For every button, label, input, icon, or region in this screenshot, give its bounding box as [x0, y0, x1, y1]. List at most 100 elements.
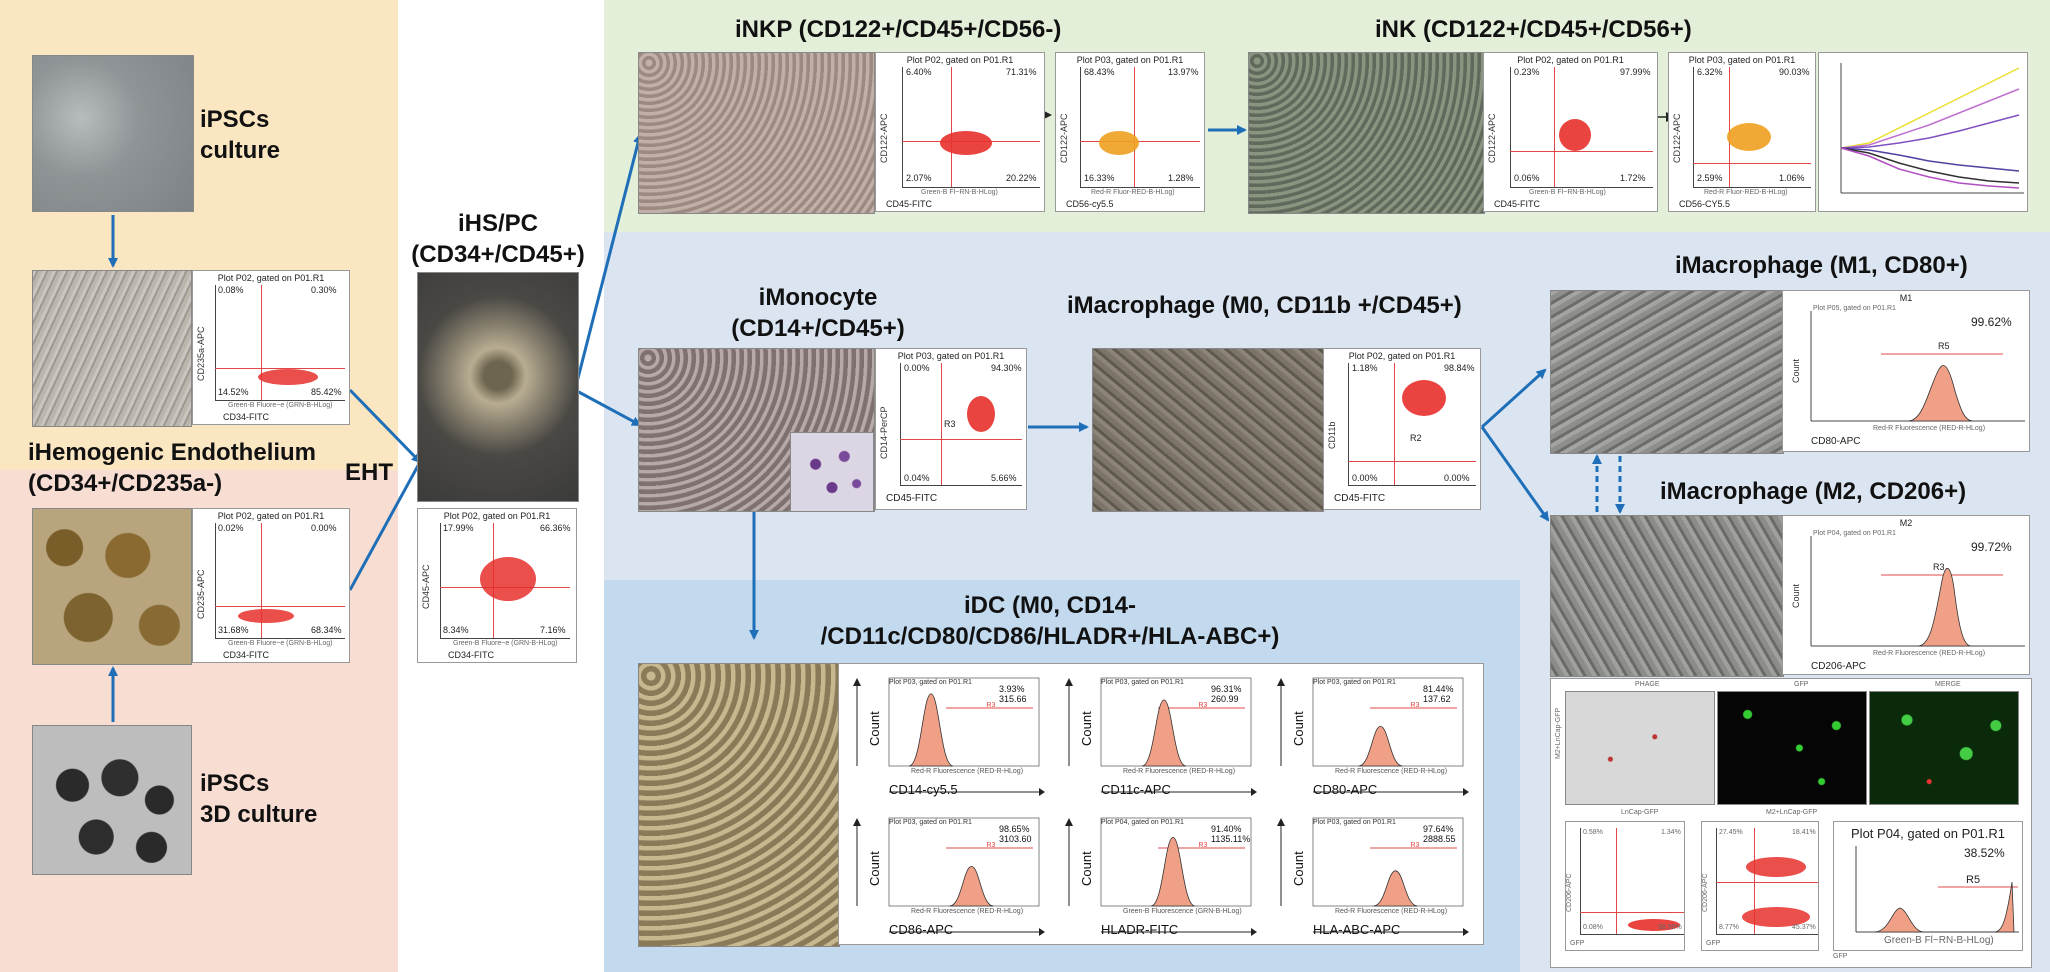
inkp-facs-2: Plot P03, gated on P01.R1 68.43% 13.97% …: [1055, 52, 1205, 212]
quadrant-ur: 94.30%: [991, 363, 1022, 373]
quadrant-ur: 71.31%: [1006, 67, 1037, 77]
quadrant-ul: 6.32%: [1697, 67, 1723, 77]
ipsc-3d-label-line2: 3D culture: [200, 801, 318, 828]
plot-title: Plot P03, gated on P01.R1: [1313, 819, 1396, 826]
gate-label: R2: [1410, 433, 1422, 443]
idc-label: iDC (M0, CD14- /CD11c/CD80/CD86/HLADR+/H…: [790, 590, 1310, 652]
x-axis-label: CD45-FITC: [886, 493, 938, 504]
gfp-facs-3: Plot P04, gated on P01.R1 38.52% R5 Gree…: [1833, 821, 2023, 951]
x-scale-label: Green-B Fl~RN-B-HLog): [1884, 935, 1994, 946]
quadrant-ul: 0.02%: [218, 523, 244, 533]
quadrant-lr: 45.37%: [1792, 924, 1816, 931]
ihspc-facs: Plot P02, gated on P01.R1 17.99% 66.36% …: [417, 508, 577, 663]
histogram-mfi: 1135.11%: [1211, 834, 1251, 844]
he-photo: [32, 270, 192, 427]
he-facs-1: Plot P02, gated on P01.R1 0.08% 0.30% 14…: [192, 270, 350, 425]
plot-title: Plot P03, gated on P01.R1: [889, 819, 972, 826]
ink-cytotoxicity-chart: [1818, 52, 2028, 212]
histogram-percent: 38.52%: [1964, 846, 2005, 860]
idc-label-line1: iDC (M0, CD14-: [963, 592, 1137, 619]
x-axis-label: HLADR-FITC: [1101, 922, 1179, 937]
x-scale-label: Green-B Fl~RN-B-HLog): [921, 189, 998, 196]
histogram-percent: 3.93%: [999, 684, 1025, 694]
quadrant-ur: 66.36%: [540, 523, 571, 533]
quadrant-ul: 0.23%: [1514, 67, 1540, 77]
ipsc-3d-label: iPSCs 3D culture: [200, 768, 317, 830]
y-axis-label: Count: [1791, 358, 1801, 383]
imac-m2-photo: [1550, 515, 1784, 677]
plot-title: Plot P02, gated on P01.R1: [1517, 55, 1624, 65]
gate-label: R3: [1198, 702, 1208, 709]
idc-histogram-3: Plot P03, gated on P01.R1 81.44% 137.62 R3 R…: [1267, 666, 1473, 802]
plot-title: Plot P03, gated on P01.R1: [897, 351, 1005, 361]
quadrant-ll: 16.33%: [1084, 173, 1115, 183]
x-axis-label: CD206-APC: [1811, 661, 1867, 672]
quadrant-lr: 7.16%: [540, 625, 566, 635]
quadrant-ur: 18.41%: [1792, 829, 1816, 836]
plot-title: Plot P02, gated on P01.R1: [1348, 351, 1456, 361]
x-scale-label: Red-R Fluorescence (RED-R-HLog): [911, 768, 1024, 775]
x-axis-label: CD56-cy5.5: [1066, 199, 1114, 209]
gate-label: R3: [944, 419, 956, 429]
quadrant-ll: 31.68%: [218, 625, 249, 635]
x-scale-label: Green-B Fluore~e (GRN-B-HLog): [228, 402, 333, 409]
plot-title: Plot P02, gated on P01.R1: [443, 511, 551, 521]
quadrant-ur: 90.03%: [1779, 67, 1810, 77]
quadrant-ll: 2.59%: [1697, 173, 1723, 183]
x-scale-label: Red-R Fluorescence (RED-R-HLog): [1873, 425, 1986, 432]
x-axis-label: HLA-ABC-APC: [1313, 922, 1401, 937]
x-axis-label: CD80-APC: [1313, 782, 1378, 797]
quadrant-ll: 0.04%: [904, 473, 930, 483]
quadrant-ul: 27.45%: [1719, 829, 1743, 836]
idc-label-line2: /CD11c/CD80/CD86/HLADR+/HLA-ABC+): [820, 623, 1280, 650]
ink-facs-1: Plot P02, gated on P01.R1 0.23% 97.99% 0…: [1483, 52, 1658, 212]
quadrant-ur: 13.97%: [1168, 67, 1199, 77]
plot-title: Plot P02, gated on P01.R1: [906, 55, 1014, 65]
gate-label: R3: [986, 842, 996, 849]
quadrant-ll: 0.06%: [1514, 173, 1540, 183]
imac-m2-label: iMacrophage (M2, CD206+): [1660, 478, 1967, 505]
quadrant-ll: 8.34%: [443, 625, 469, 635]
gfp-row-side-label: M2+LnCap-GFP: [1555, 707, 1562, 759]
y-axis-label: CD122-APC: [1672, 113, 1682, 163]
histogram-percent: 99.62%: [1971, 315, 2012, 329]
y-axis-label: CD14-PerCP: [879, 406, 889, 459]
merge-image: [1869, 691, 2019, 805]
gate-label: R5: [1938, 341, 1950, 351]
histogram-percent: 91.40%: [1211, 824, 1242, 834]
ipsc-culture-label-line1: iPSCs: [200, 106, 270, 133]
quadrant-ul: 6.40%: [906, 67, 932, 77]
imonocyte-label: iMonocyte (CD14+/CD45+): [718, 282, 918, 344]
he-label: iHemogenic Endothelium (CD34+/CD235a-): [28, 437, 316, 499]
plot-title: Plot P02, gated on P01.R1: [217, 511, 325, 521]
quadrant-ll: 2.07%: [906, 173, 932, 183]
x-scale-label: Green-B Fl~RN-B-HLog): [1529, 189, 1606, 196]
quadrant-ll: 0.00%: [1352, 473, 1378, 483]
imac-m2-histogram: M2 Plot P04, gated on P01.R1 R3 99.72% C…: [1782, 515, 2030, 675]
gate-label: R3: [1933, 562, 1945, 572]
quadrant-ur: 97.99%: [1620, 67, 1651, 77]
m2-lncap-label: M2+LnCap-GFP: [1766, 809, 1818, 816]
plot-title: Plot P03, gated on P01.R1: [889, 679, 972, 686]
x-axis-label: CD34-FITC: [448, 650, 495, 660]
y-axis-label: CD235-APC: [196, 569, 206, 619]
inkp-photo: [638, 52, 875, 214]
imac-m0-photo: [1092, 348, 1324, 512]
y-axis-label: Count: [1079, 711, 1094, 746]
idc-histogram-grid: Plot P03, gated on P01.R1 3.93% 315.66 R3 Re…: [838, 663, 1484, 945]
phage-label: PHAGE: [1635, 681, 1660, 688]
histogram-mfi: 260.99: [1211, 694, 1239, 704]
gfp-bottom-x-label: GFP: [1833, 953, 1848, 960]
quadrant-lr: 1.28%: [1168, 173, 1194, 183]
ihspc-label-line2: (CD34+/CD45+): [411, 241, 585, 268]
idc-histogram-4: Plot P03, gated on P01.R1 98.65% 3103.60 R3…: [843, 806, 1049, 942]
he-3d-photo: [32, 508, 192, 665]
quadrant-ul: 1.18%: [1352, 363, 1378, 373]
quadrant-ul: 0.58%: [1583, 829, 1603, 836]
y-axis-label: CD206-APC: [1702, 873, 1709, 912]
quadrant-ul: 17.99%: [443, 523, 474, 533]
quadrant-ll: 0.08%: [1583, 924, 1603, 931]
x-axis-label: GFP: [1706, 940, 1721, 947]
histogram-percent: 96.31%: [1211, 684, 1242, 694]
